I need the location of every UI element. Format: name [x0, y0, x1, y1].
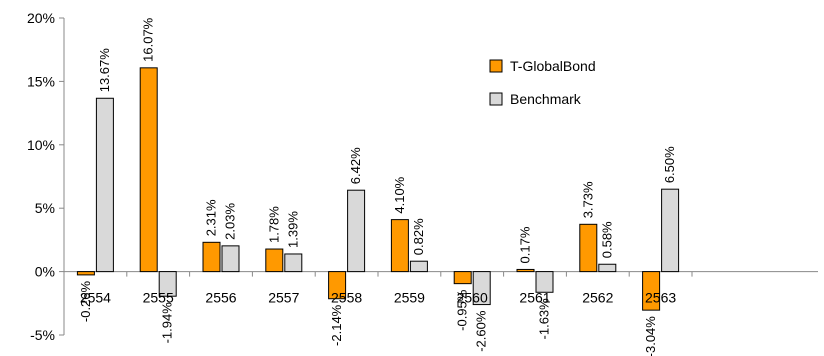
- bar-tglobalbond-2560: [453, 271, 472, 285]
- bar-tglobalbond-2561: [516, 268, 535, 273]
- data-label-tglobalbond-2554: -0.26%: [78, 280, 93, 322]
- bar-tglobalbond-2558: [328, 271, 347, 300]
- data-label-tglobalbond-2562: 3.73%: [580, 181, 595, 218]
- bar-benchmark-2556: [221, 245, 240, 273]
- data-label-benchmark-2559: 0.82%: [411, 218, 426, 255]
- x-tick-label-2559: 2559: [394, 290, 425, 306]
- bar-benchmark-2562: [598, 263, 617, 273]
- legend-swatch-tglobalbond: [489, 59, 503, 73]
- bar-tglobalbond-2559: [390, 219, 409, 273]
- bar-tglobalbond-2554: [76, 271, 95, 276]
- data-label-tglobalbond-2560: -0.95%: [455, 289, 470, 331]
- x-tick-label-2562: 2562: [582, 290, 613, 306]
- y-tick-label: -5%: [30, 327, 55, 343]
- x-tick-label-2557: 2557: [268, 290, 299, 306]
- y-tick-label: 15%: [27, 73, 55, 89]
- bar-benchmark-2563: [661, 188, 680, 273]
- data-label-benchmark-2557: 1.39%: [285, 211, 300, 248]
- data-label-benchmark-2562: 0.58%: [599, 221, 614, 258]
- data-label-benchmark-2556: 2.03%: [223, 203, 238, 240]
- y-tick-label: 0%: [35, 264, 55, 280]
- data-label-benchmark-2563: 6.50%: [662, 146, 677, 183]
- bar-tglobalbond-2563: [642, 271, 661, 311]
- axis-layer: 20% 15% 10% 5% 0% -5%: [27, 10, 818, 343]
- x-tick-label-2561: 2561: [519, 290, 550, 306]
- bar-tglobalbond-2555: [139, 67, 158, 273]
- bar-benchmark-2555: [158, 271, 177, 297]
- bar-layer: [76, 67, 680, 311]
- legend-label-tglobalbond: T-GlobalBond: [510, 58, 596, 74]
- x-tick-label-2555: 2555: [143, 290, 174, 306]
- data-label-benchmark-2555: -1.94%: [160, 302, 175, 344]
- data-label-benchmark-2561: -1.63%: [537, 298, 552, 340]
- bar-benchmark-2560: [472, 271, 491, 306]
- legend-label-benchmark: Benchmark: [510, 91, 582, 107]
- bar-tglobalbond-2556: [202, 241, 221, 273]
- bar-benchmark-2561: [535, 271, 554, 293]
- data-label-tglobalbond-2563: -3.04%: [643, 316, 658, 356]
- x-tick-label-2556: 2556: [205, 290, 236, 306]
- data-label-tglobalbond-2556: 2.31%: [204, 199, 219, 236]
- bar-tglobalbond-2557: [265, 248, 284, 273]
- legend: T-GlobalBond Benchmark: [489, 58, 596, 107]
- data-label-tglobalbond-2555: 16.07%: [141, 17, 156, 62]
- data-label-benchmark-2558: 6.42%: [348, 147, 363, 184]
- data-label-benchmark-2554: 13.67%: [97, 48, 112, 93]
- bar-benchmark-2554: [95, 97, 114, 273]
- data-label-tglobalbond-2559: 4.10%: [392, 176, 407, 213]
- bar-benchmark-2559: [409, 260, 428, 273]
- y-tick-label: 5%: [35, 200, 55, 216]
- x-tick-label-2558: 2558: [331, 290, 362, 306]
- label-layer: -0.26% 13.67% 2554 16.07% -1.94%2555 2.31% 2.0…: [78, 17, 677, 356]
- data-label-tglobalbond-2558: -2.14%: [329, 304, 344, 346]
- y-tick-label: 20%: [27, 10, 55, 26]
- data-label-benchmark-2560: -2.60%: [474, 310, 489, 352]
- data-label-tglobalbond-2561: 0.17%: [518, 226, 533, 263]
- bar-benchmark-2557: [284, 253, 303, 273]
- x-tick-label-2563: 2563: [645, 290, 676, 306]
- x-tick-label-2554: 2554: [80, 290, 111, 306]
- x-tick-label-2560: 2560: [457, 290, 488, 306]
- y-tick-label: 10%: [27, 137, 55, 153]
- data-label-tglobalbond-2557: 1.78%: [266, 206, 281, 243]
- bar-tglobalbond-2562: [579, 223, 598, 273]
- legend-swatch-benchmark: [489, 92, 503, 106]
- bar-benchmark-2558: [347, 189, 366, 273]
